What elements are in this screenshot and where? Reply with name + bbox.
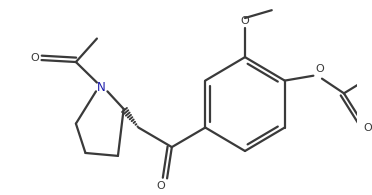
- Text: O: O: [315, 64, 324, 74]
- Text: O: O: [156, 181, 165, 191]
- Text: O: O: [241, 16, 249, 26]
- Text: O: O: [30, 53, 39, 63]
- Text: N: N: [97, 81, 106, 94]
- Text: O: O: [363, 123, 372, 133]
